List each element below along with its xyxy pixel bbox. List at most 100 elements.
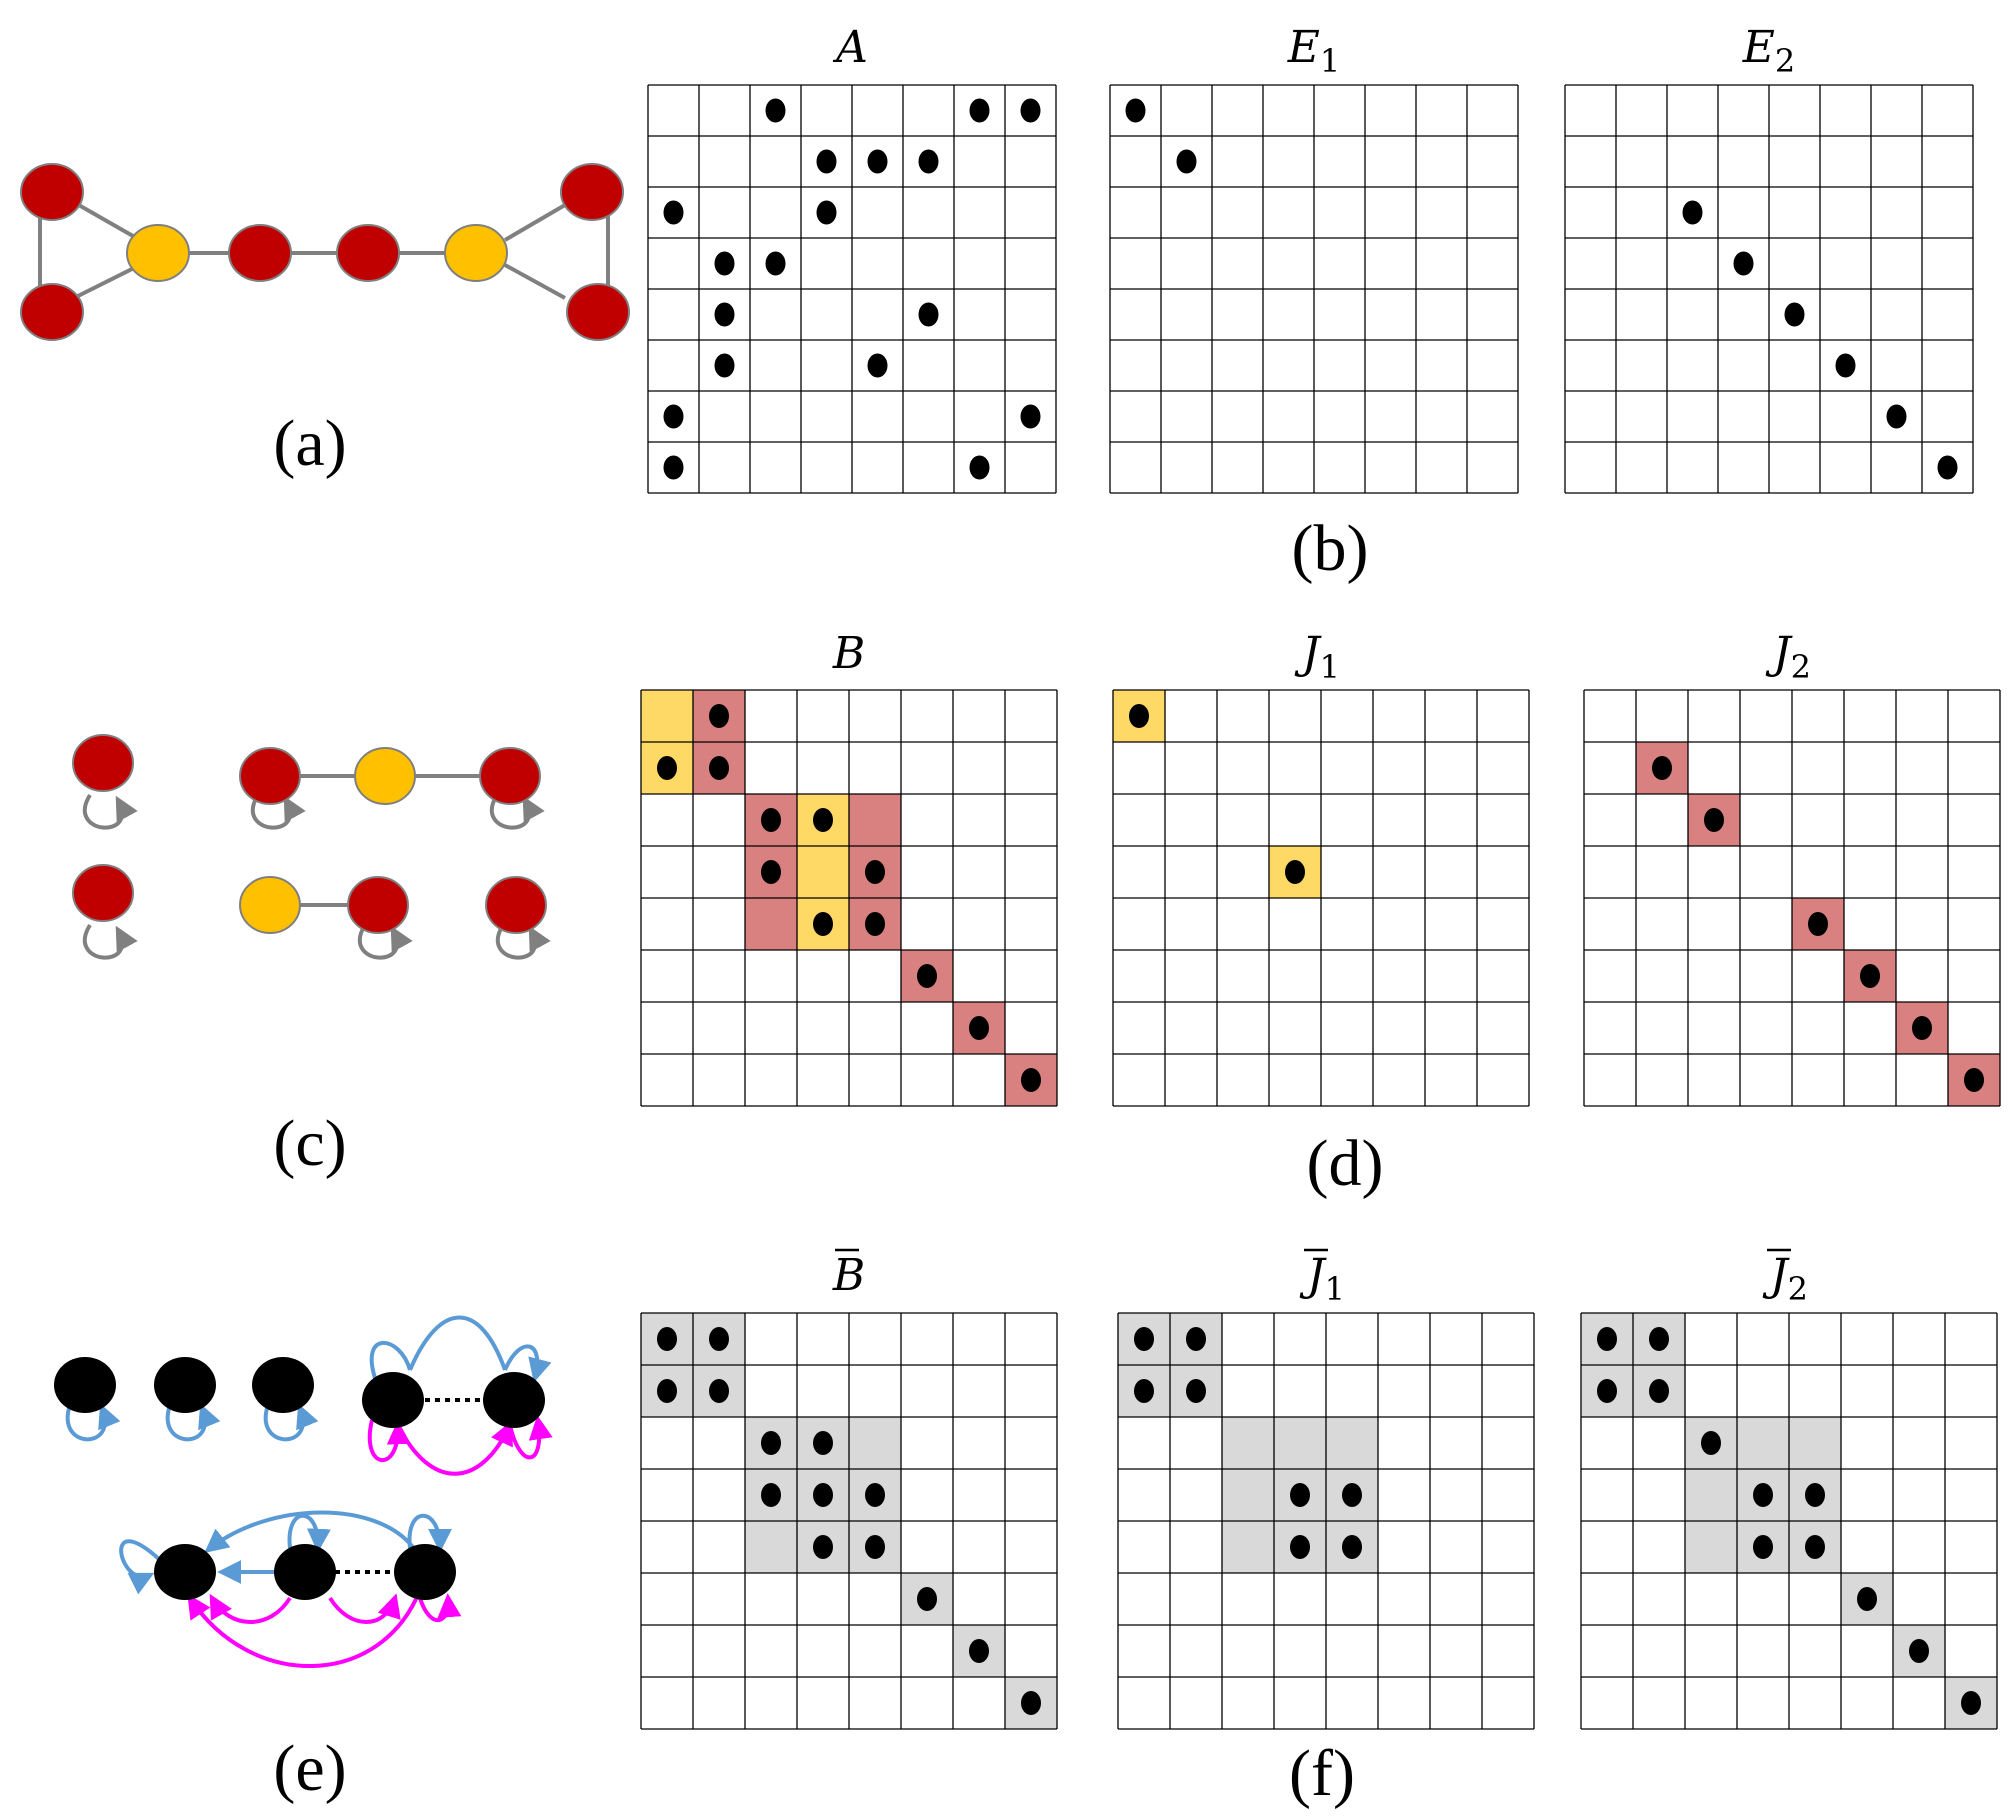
black-node <box>54 1357 116 1413</box>
shaded-cell <box>1685 1469 1737 1521</box>
magenta-arc <box>328 1593 401 1624</box>
matrix-entry-dot <box>1597 1327 1617 1351</box>
matrix-entry-dot <box>1186 1327 1206 1351</box>
matrix-entry-dot <box>813 1483 833 1507</box>
shaded-cell <box>849 794 901 846</box>
panel-label-c: (c) <box>273 1107 346 1180</box>
yellow-node <box>444 224 508 282</box>
self-loop <box>82 923 138 960</box>
self-loop <box>495 923 551 960</box>
panel-label-d: (d) <box>1307 1127 1384 1200</box>
shaded-cell <box>1789 1417 1841 1469</box>
blue-self-loop <box>165 1399 221 1442</box>
panel-label-e: (e) <box>273 1732 346 1805</box>
matrix-entry-dot <box>761 1431 781 1455</box>
matrix-entry-dot <box>867 353 888 378</box>
red-node <box>566 283 630 341</box>
matrix-entry-dot <box>865 860 885 884</box>
matrix-grid <box>640 1312 1058 1730</box>
panel-label-b: (b) <box>1292 512 1369 585</box>
matrix-grid <box>1112 689 1530 1107</box>
matrix-entry-dot <box>1753 1535 1773 1559</box>
matrix-entry-dot <box>714 302 735 327</box>
matrix-entry-dot <box>1805 1535 1825 1559</box>
shaded-cell <box>1222 1521 1274 1573</box>
matrix-grid <box>1109 84 1519 494</box>
matrix-title: B <box>832 628 865 679</box>
matrix-grid <box>1117 1312 1535 1730</box>
matrix-entry-dot <box>917 964 937 988</box>
blue-self-loop <box>65 1399 121 1442</box>
matrix-title: J1 <box>1294 628 1340 686</box>
shaded-cell <box>641 690 693 742</box>
matrix-title: E1 <box>1287 22 1340 80</box>
matrix-entry-dot <box>765 98 786 123</box>
red-node <box>72 864 134 922</box>
graph-a-nodes <box>20 163 630 341</box>
graph-a-edges <box>38 195 610 310</box>
magenta-arc <box>418 1593 462 1623</box>
matrix-entry-dot <box>761 808 781 832</box>
shaded-cell <box>745 1521 797 1573</box>
matrix-E2: E2 <box>1564 22 1974 494</box>
edge <box>503 203 567 242</box>
self-loop <box>357 923 413 960</box>
matrix-entry-dot <box>1020 404 1041 429</box>
blue-arc <box>408 1315 507 1371</box>
red-node <box>228 224 292 282</box>
yellow-node <box>354 747 416 805</box>
self-loop <box>250 793 306 830</box>
matrix-entry-dot <box>663 455 684 480</box>
matrix-entry-dot <box>1909 1639 1929 1663</box>
red-node <box>347 876 409 934</box>
shaded-cell <box>1222 1417 1274 1469</box>
self-loop <box>82 793 138 830</box>
matrix-title: J2 <box>1765 628 1811 686</box>
matrix-entry-dot <box>1186 1379 1206 1403</box>
yellow-node <box>239 876 301 934</box>
yellow-node <box>126 224 190 282</box>
matrix-entry-dot <box>1784 302 1805 327</box>
matrix-entry-dot <box>918 302 939 327</box>
matrix-entry-dot <box>1733 251 1754 276</box>
black-node <box>252 1357 314 1413</box>
matrix-entry-dot <box>1021 1068 1041 1092</box>
matrix-entry-dot <box>813 912 833 936</box>
matrix-entry-dot <box>709 1327 729 1351</box>
matrix-entry-dot <box>1649 1327 1669 1351</box>
matrix-entry-dot <box>813 1431 833 1455</box>
matrix-entry-dot <box>657 1327 677 1351</box>
matrix-entry-dot <box>709 756 729 780</box>
black-node <box>274 1544 336 1600</box>
blue-arc <box>503 1344 552 1383</box>
red-node <box>560 163 624 221</box>
matrix-B: B <box>640 628 1058 1107</box>
matrix-J1bar: J1 <box>1117 1248 1535 1730</box>
matrix-entry-dot <box>816 149 837 174</box>
matrix-entry-dot <box>1886 404 1907 429</box>
shaded-cell <box>1274 1417 1326 1469</box>
matrix-entry-dot <box>657 756 677 780</box>
graph-e <box>54 1315 553 1668</box>
panel-label-f: (f) <box>1289 1737 1355 1810</box>
matrix-entry-dot <box>709 704 729 728</box>
red-node <box>239 747 301 805</box>
magenta-arc <box>187 1589 422 1668</box>
matrix-entry-dot <box>1805 1483 1825 1507</box>
matrix-entry-dot <box>865 1483 885 1507</box>
matrix-entry-dot <box>1649 1379 1669 1403</box>
matrix-entry-dot <box>1682 200 1703 225</box>
matrix-entry-dot <box>1176 149 1197 174</box>
matrix-entry-dot <box>1704 808 1724 832</box>
shaded-cell <box>1326 1417 1378 1469</box>
matrix-grid <box>1564 84 1974 494</box>
matrix-E1: E1 <box>1109 22 1519 494</box>
matrix-entry-dot <box>1808 912 1828 936</box>
edge <box>69 198 141 242</box>
matrix-entry-dot <box>657 1379 677 1403</box>
matrix-entry-dot <box>1020 98 1041 123</box>
matrix-entry-dot <box>865 912 885 936</box>
matrix-entry-dot <box>1753 1483 1773 1507</box>
red-node <box>20 283 84 341</box>
